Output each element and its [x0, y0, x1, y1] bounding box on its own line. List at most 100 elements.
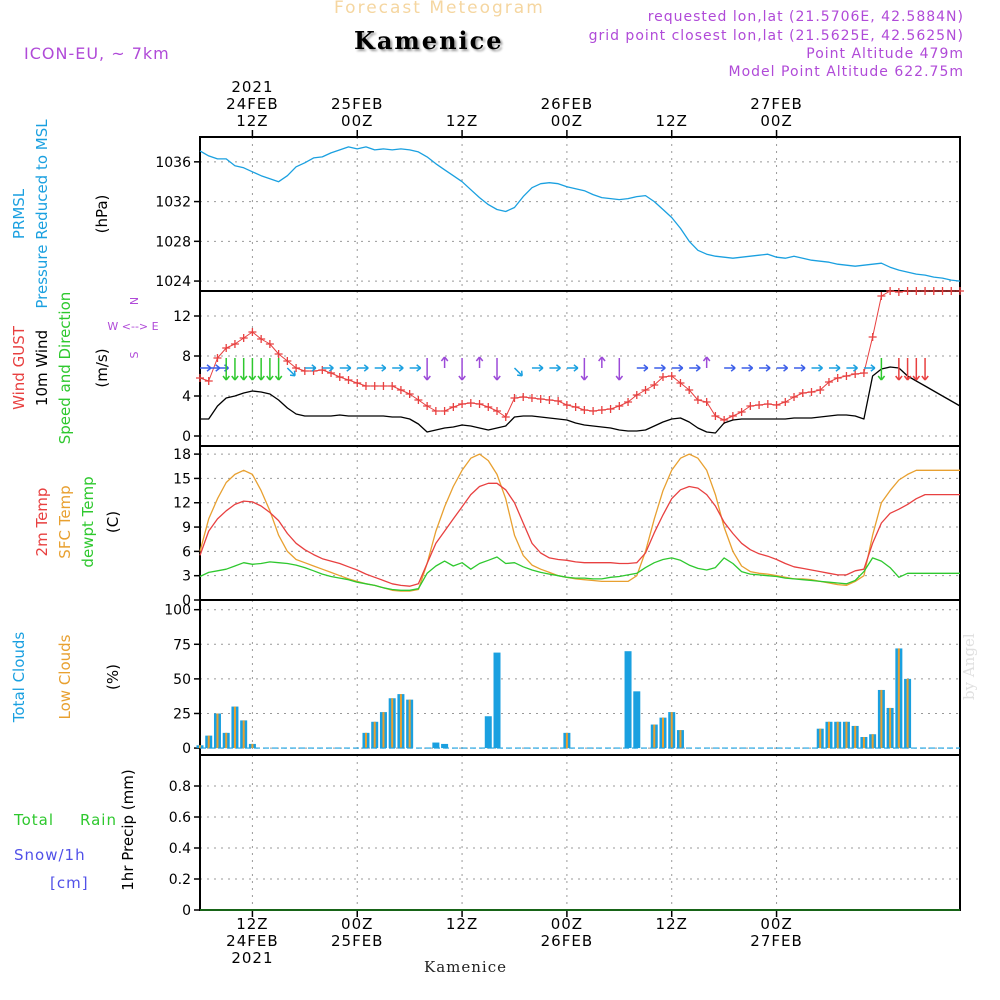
dewpt-label: dewpt Temp: [79, 476, 97, 567]
cloud-unit-label: (%): [104, 664, 122, 690]
wind-unit-label: (m/s): [93, 348, 111, 387]
gust-point: [449, 403, 458, 411]
gust-point: [361, 382, 370, 390]
gust-point: [956, 287, 964, 295]
time-label: 24FEB: [226, 932, 278, 950]
sfc-temp-label: SFC Temp: [56, 485, 74, 558]
wind-arrow-head: [458, 375, 466, 381]
gust-point: [562, 401, 571, 409]
gust-point: [414, 396, 423, 404]
time-label: 26FEB: [541, 95, 593, 113]
gust-point: [798, 389, 807, 397]
y-tick-label: 3: [182, 569, 191, 585]
gust-point: [370, 382, 379, 390]
y-tick-label: 12: [173, 309, 191, 325]
low-cloud-bar: [408, 699, 411, 749]
wind-arrow-head: [912, 375, 921, 381]
gust-point: [292, 364, 301, 372]
y-tick-label: 0: [182, 429, 191, 445]
wind-arrow-head: [231, 375, 239, 381]
gust-point: [606, 405, 615, 413]
gust-point: [632, 391, 641, 399]
gust-point: [204, 377, 213, 385]
gust-point: [728, 412, 737, 420]
gust-point: [650, 381, 659, 389]
gust-point: [510, 394, 519, 402]
wind-arrow-head: [765, 364, 771, 372]
time-label: 27FEB: [750, 95, 802, 113]
gust-point: [440, 407, 449, 415]
gust-point: [248, 328, 257, 336]
prmsl-label: PRMSL: [10, 188, 28, 239]
gust-point: [344, 376, 353, 384]
gust-point: [554, 397, 563, 405]
gust-point: [868, 333, 877, 341]
time-label: 2021: [231, 949, 273, 967]
gust-point: [938, 287, 947, 295]
gust-point: [571, 403, 580, 411]
gust-point: [894, 288, 903, 296]
gust-point: [755, 401, 764, 409]
low-cloud-bar: [880, 689, 883, 749]
low-cloud-bar: [836, 721, 839, 749]
gust-point: [624, 398, 633, 406]
low-cloud-bar: [871, 734, 874, 749]
gust-point: [536, 395, 545, 403]
wind-10m-label: 10m Wind: [33, 330, 51, 406]
y-tick-label: 75: [173, 637, 191, 653]
wind-arrow-head: [289, 370, 296, 377]
gust-point: [589, 407, 598, 415]
gust-point: [318, 366, 327, 374]
total-cloud-bar: [441, 743, 449, 749]
low-cloud-bar: [679, 730, 682, 749]
temp-2m-label: 2m Temp: [33, 488, 51, 557]
gust-point: [519, 393, 528, 401]
low-cloud-bar: [827, 721, 830, 749]
gust-point: [737, 408, 746, 416]
gust-point: [676, 379, 685, 387]
y-tick-label: 0: [182, 593, 191, 609]
wind-arrow-head: [800, 364, 806, 372]
snow-label: Snow/1h: [14, 846, 86, 864]
wind-arrow-head: [257, 375, 265, 381]
gust-point: [947, 287, 956, 295]
low-cloud-bar: [233, 706, 236, 749]
wind-arrow-head: [748, 364, 754, 372]
low-cloud-bar: [251, 743, 254, 749]
gust-point: [807, 388, 816, 396]
y-tick-label: 50: [173, 672, 191, 688]
low-cloud-bar: [845, 721, 848, 749]
y-tick-label: 1036: [155, 155, 191, 171]
total-cloud-bar: [484, 716, 492, 749]
gust-point: [772, 401, 781, 409]
requested-coords: requested lon,lat (21.5706E, 42.5884N): [647, 9, 964, 25]
compass-west-east: W <--> E: [107, 320, 158, 333]
wind-arrow-head: [311, 364, 317, 372]
gust-point: [816, 386, 825, 394]
sfc-temp-series: [199, 453, 960, 592]
gust-point: [921, 287, 930, 295]
time-label: 27FEB: [750, 932, 802, 950]
pressure-series: [199, 146, 961, 282]
wind-arrow-head: [615, 375, 624, 381]
low-cloud-bar: [364, 732, 367, 749]
time-label: 00Z: [341, 112, 373, 130]
low-cloud-bar: [653, 724, 656, 749]
wind-arrow-head: [416, 364, 422, 372]
wind-arrow-head: [580, 375, 589, 381]
gust-point: [545, 396, 554, 404]
gust-point: [353, 379, 362, 387]
total-clouds-label: Total Clouds: [10, 632, 28, 724]
low-cloud-bar: [854, 725, 857, 749]
time-label: 00Z: [551, 915, 583, 933]
total-cloud-bar: [633, 691, 641, 749]
time-label: 12Z: [656, 915, 688, 933]
gust-point: [667, 372, 676, 380]
panel-precip: 0 0.2 0.4 0.6 0.8: [169, 754, 961, 919]
low-cloud-bar: [207, 735, 210, 749]
gust-point: [658, 373, 667, 381]
panel-pressure: 1024 1028 1032 1036: [155, 136, 961, 292]
time-label: 00Z: [341, 915, 373, 933]
low-cloud-bar: [819, 728, 822, 749]
gust-point: [213, 354, 222, 362]
